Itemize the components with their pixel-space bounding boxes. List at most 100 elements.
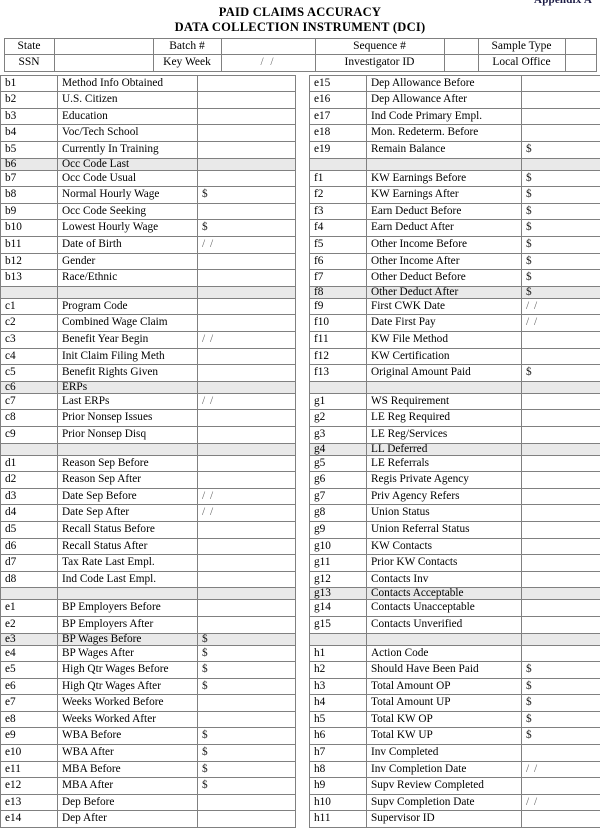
row-field-g14[interactable] — [521, 599, 600, 617]
row-field-g5[interactable] — [521, 454, 600, 473]
row-field-c5[interactable] — [197, 364, 296, 382]
row-field-b7[interactable] — [197, 169, 296, 188]
header-field-sequence[interactable] — [443, 37, 479, 56]
row-field-g10[interactable] — [521, 537, 600, 556]
row-field-f2[interactable]: $ — [521, 186, 600, 204]
row-field-f12[interactable] — [521, 347, 600, 366]
row-field-c2[interactable] — [197, 314, 296, 332]
header-field-state[interactable] — [53, 37, 154, 56]
row-field-e4[interactable]: $ — [197, 644, 296, 663]
row-field-e9[interactable]: $ — [197, 727, 296, 746]
row-field-g2[interactable] — [521, 409, 600, 427]
row-field-f5[interactable]: $ — [521, 236, 600, 254]
row-field-c6[interactable] — [197, 380, 296, 394]
row-field-e2[interactable] — [197, 615, 296, 634]
row-field-h5[interactable]: $ — [521, 710, 600, 729]
row-field-g15[interactable] — [521, 615, 600, 634]
row-field-d8[interactable] — [197, 570, 296, 589]
data-row: b10 Lowest Hourly Wage $ f4 Earn Deduct Afte… — [0, 219, 600, 238]
row-field-c7[interactable]: / / — [197, 392, 296, 411]
row-field-f1[interactable]: $ — [521, 169, 600, 188]
row-field-f9[interactable]: / / — [521, 297, 600, 316]
row-field-g8[interactable] — [521, 504, 600, 522]
row-field-d1[interactable] — [197, 454, 296, 473]
row-field-g9[interactable] — [521, 520, 600, 539]
row-field-b11[interactable]: / / — [197, 236, 296, 254]
row-field-e6[interactable]: $ — [197, 677, 296, 696]
header-field-local-office[interactable] — [564, 54, 597, 72]
row-field-g7[interactable] — [521, 487, 600, 506]
row-field-d4[interactable]: / / — [197, 504, 296, 522]
row-field-e15[interactable] — [521, 74, 600, 93]
row-field-c8[interactable] — [197, 409, 296, 427]
row-field-h3[interactable]: $ — [521, 677, 600, 696]
row-field-g3[interactable] — [521, 425, 600, 444]
row-field-e19[interactable]: $ — [521, 141, 600, 159]
row-field-e16[interactable] — [521, 91, 600, 109]
header-field-batch[interactable] — [220, 37, 316, 56]
row-field-c9[interactable] — [197, 425, 296, 444]
row-field-f3[interactable]: $ — [521, 202, 600, 221]
row-field-b4[interactable] — [197, 124, 296, 143]
row-code-b10: b10 — [0, 219, 58, 238]
row-field-h7[interactable] — [521, 744, 600, 762]
row-field-c4[interactable] — [197, 347, 296, 366]
row-field-e1[interactable] — [197, 599, 296, 617]
row-field-g12[interactable] — [521, 570, 600, 589]
header-field-key-week[interactable]: / / — [220, 54, 316, 72]
row-field-h11[interactable] — [521, 810, 600, 829]
row-field-g1[interactable] — [521, 392, 600, 411]
row-field-d7[interactable] — [197, 554, 296, 572]
row-field-g4[interactable] — [521, 442, 600, 456]
row-field-h8[interactable]: / / — [521, 760, 600, 779]
row-field-b12[interactable] — [197, 252, 296, 271]
row-field-c3[interactable]: / / — [197, 331, 296, 349]
row-field-e3[interactable]: $ — [197, 632, 296, 646]
column-divider — [295, 521, 310, 539]
row-field-c1[interactable] — [197, 297, 296, 316]
row-field-e17[interactable] — [521, 107, 600, 126]
row-field-h9[interactable] — [521, 777, 600, 795]
row-field-g13[interactable] — [521, 587, 600, 601]
row-field-h2[interactable]: $ — [521, 661, 600, 679]
row-field-e14[interactable] — [197, 810, 296, 829]
header-field-investigator-id[interactable] — [443, 54, 479, 72]
row-field-f8[interactable]: $ — [521, 285, 600, 299]
row-field-b1[interactable] — [197, 74, 296, 93]
row-field-d5[interactable] — [197, 520, 296, 539]
header-field-sample-type[interactable] — [564, 37, 597, 56]
row-field-h10[interactable]: / / — [521, 793, 600, 812]
header-field-ssn[interactable] — [53, 54, 154, 72]
row-field-b2[interactable] — [197, 91, 296, 109]
row-field-b9[interactable] — [197, 202, 296, 221]
row-field-h6[interactable]: $ — [521, 727, 600, 746]
row-field-f11[interactable] — [521, 331, 600, 349]
row-field-b3[interactable] — [197, 107, 296, 126]
row-field-h1[interactable] — [521, 644, 600, 663]
row-field-d3[interactable]: / / — [197, 487, 296, 506]
row-field-e13[interactable] — [197, 793, 296, 812]
row-field-f4[interactable]: $ — [521, 219, 600, 238]
row-field-f10[interactable]: / / — [521, 314, 600, 332]
row-field-e12[interactable]: $ — [197, 777, 296, 795]
row-field-b10[interactable]: $ — [197, 219, 296, 238]
row-field-e7[interactable] — [197, 694, 296, 712]
row-field-d6[interactable] — [197, 537, 296, 556]
row-field-b13[interactable] — [197, 269, 296, 287]
row-field-b5[interactable] — [197, 141, 296, 159]
row-field-d2[interactable] — [197, 471, 296, 489]
row-field-g6[interactable] — [521, 471, 600, 489]
row-field-e18[interactable] — [521, 124, 600, 143]
row-field-h4[interactable]: $ — [521, 694, 600, 712]
row-field-e5[interactable]: $ — [197, 661, 296, 679]
row-field-e10[interactable]: $ — [197, 744, 296, 762]
row-field-g11[interactable] — [521, 554, 600, 572]
row-field-b6[interactable] — [197, 157, 296, 171]
row-field-f7[interactable]: $ — [521, 269, 600, 287]
row-code-f7: f7 — [309, 269, 367, 287]
row-field-b8[interactable]: $ — [197, 186, 296, 204]
row-field-e11[interactable]: $ — [197, 760, 296, 779]
row-field-e8[interactable] — [197, 710, 296, 729]
row-field-f6[interactable]: $ — [521, 252, 600, 271]
row-field-f13[interactable]: $ — [521, 364, 600, 382]
